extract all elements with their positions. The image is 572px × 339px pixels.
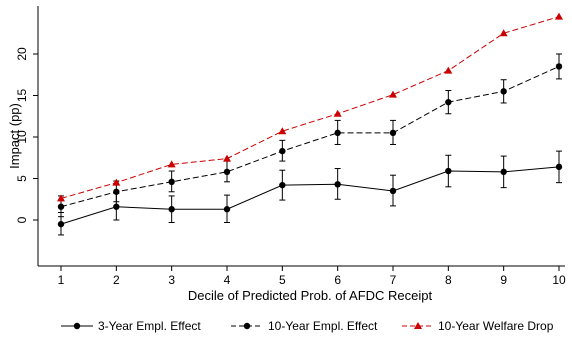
point-1-4 (223, 206, 231, 213)
point-1-2 (113, 203, 120, 210)
point-2-10 (555, 63, 563, 70)
point-3-2 (112, 178, 121, 186)
legend-label-3: 10-Year Welfare Drop (438, 319, 554, 333)
y-axis-title: Impact (pp) (7, 103, 22, 169)
y-tick-label-20: 20 (15, 47, 29, 61)
point-3-3 (167, 160, 176, 168)
legend-item-2: 10-Year Empl. Effect (231, 319, 378, 333)
point-3-4 (223, 154, 231, 162)
x-tick-label-1: 1 (58, 273, 65, 287)
legend-marker-2 (243, 322, 251, 330)
series-line-2 (60, 65, 560, 208)
point-1-1 (57, 220, 65, 228)
series-line-1 (60, 166, 560, 225)
x-tick-label-5: 5 (279, 273, 286, 287)
series-2 (57, 53, 563, 218)
legend-item-1: 3-Year Empl. Effect (61, 319, 201, 333)
series-1 (57, 150, 563, 236)
y-ticks: 0 5 10 15 20 (15, 47, 38, 223)
point-3-8 (444, 66, 453, 74)
point-2-1 (57, 203, 65, 210)
point-2-4 (223, 168, 231, 176)
x-tick-label-3: 3 (168, 273, 175, 287)
legend-marker-1 (73, 322, 81, 330)
point-3-10 (555, 12, 563, 20)
y-tick-label-5: 5 (15, 175, 29, 182)
point-1-3 (168, 206, 175, 213)
plot-frame (37, 6, 565, 267)
point-3-5 (278, 127, 287, 135)
y-tick-label-15: 15 (15, 89, 29, 103)
point-1-6 (334, 181, 341, 188)
x-tick-label-7: 7 (390, 273, 397, 287)
series-layer (57, 12, 563, 236)
legend: 3-Year Empl. Effect 10-Year Empl. Effect 1… (61, 319, 554, 333)
x-tick-label-2: 2 (113, 273, 120, 287)
y-tick-label-10: 10 (15, 130, 29, 144)
point-2-2 (113, 188, 120, 195)
point-1-8 (445, 167, 452, 175)
x-tick-label-9: 9 (500, 273, 507, 287)
point-2-3 (168, 178, 175, 186)
point-1-5 (279, 181, 286, 189)
point-3-9 (499, 29, 508, 37)
point-2-6 (334, 129, 341, 137)
point-3-6 (333, 109, 342, 117)
x-axis-title: Decile of Predicted Prob. of AFDC Receip… (188, 288, 433, 303)
point-1-9 (500, 168, 507, 176)
point-1-10 (555, 163, 563, 171)
x-tick-label-6: 6 (334, 273, 341, 287)
legend-item-3: 10-Year Welfare Drop (402, 319, 554, 333)
legend-label-1: 3-Year Empl. Effect (98, 319, 201, 333)
legend-label-2: 10-Year Empl. Effect (268, 319, 378, 333)
point-1-7 (389, 187, 397, 195)
point-3-7 (389, 90, 397, 98)
point-2-9 (500, 88, 507, 95)
y-tick-label-0: 0 (15, 216, 29, 223)
x-tick-label-4: 4 (224, 273, 231, 287)
series-line-3 (60, 16, 560, 199)
legend-marker-3 (414, 322, 422, 329)
point-2-7 (389, 129, 397, 137)
series-3 (57, 12, 563, 202)
point-3-1 (57, 194, 65, 202)
x-ticks: 1 2 3 4 5 6 7 8 9 10 (58, 266, 566, 287)
point-2-8 (445, 98, 452, 106)
x-tick-label-10: 10 (552, 273, 566, 287)
point-2-5 (279, 147, 286, 155)
x-tick-label-8: 8 (445, 273, 452, 287)
